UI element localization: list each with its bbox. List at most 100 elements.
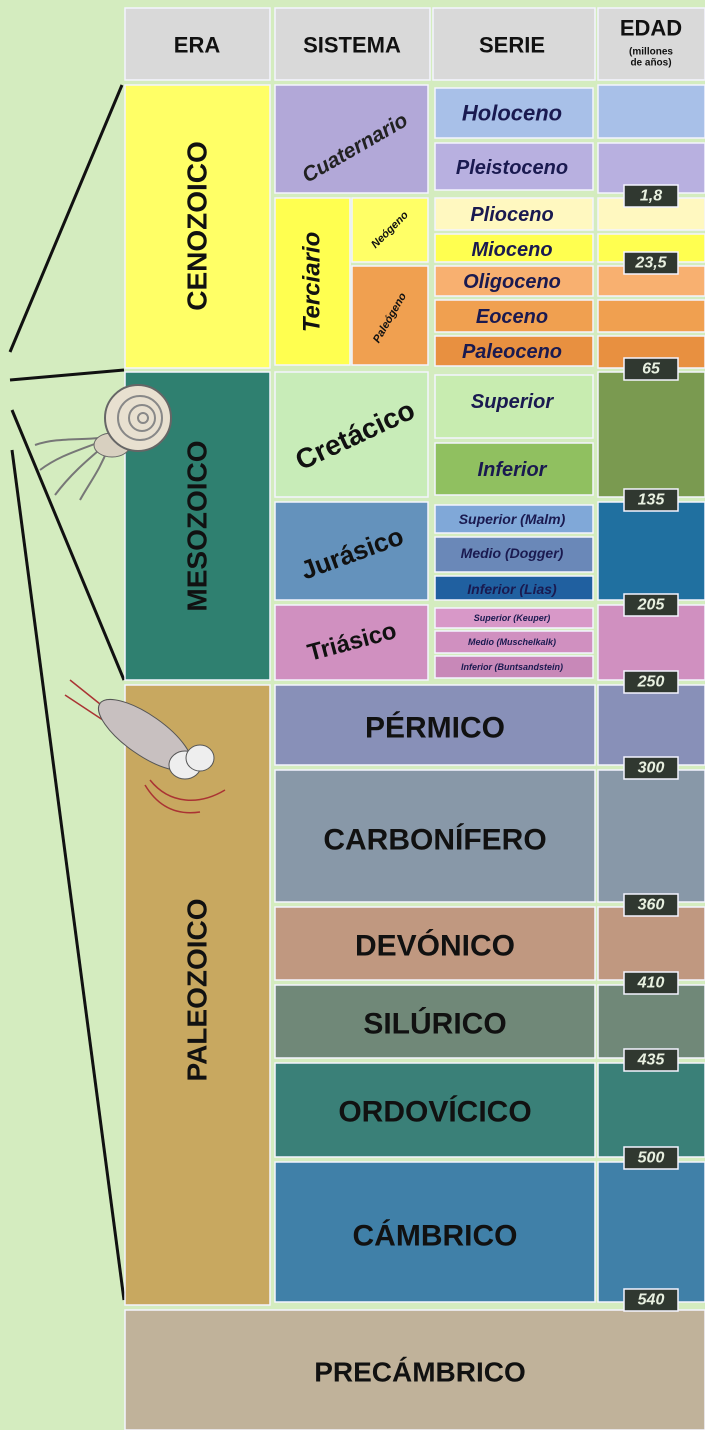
zoom-line xyxy=(8,84,124,353)
trilobite xyxy=(64,679,226,814)
series-cell xyxy=(434,536,594,573)
age-cell xyxy=(597,1062,705,1158)
era-cell xyxy=(124,1309,705,1430)
era-label: MESOZOICO xyxy=(182,440,213,611)
age-badge xyxy=(623,488,679,512)
series-label: Holoceno xyxy=(462,101,562,126)
age-label: 23,5 xyxy=(634,255,667,272)
series-label: Superior (Keuper) xyxy=(474,613,551,623)
series-cell xyxy=(434,197,594,231)
age-label: 360 xyxy=(638,897,665,914)
age-label: 435 xyxy=(637,1052,666,1069)
system-cell xyxy=(274,604,429,681)
header-edad: EDAD xyxy=(620,16,682,41)
age-badge xyxy=(623,670,679,694)
era-cell xyxy=(124,684,271,1306)
age-badge xyxy=(623,184,679,208)
age-cell xyxy=(597,501,705,601)
system-cell xyxy=(274,371,429,498)
age-cell xyxy=(597,604,705,681)
system-cell xyxy=(274,769,596,903)
age-cell xyxy=(597,684,705,766)
system-label: CARBONÍFERO xyxy=(323,823,546,857)
age-cell xyxy=(597,906,705,981)
age-badge xyxy=(623,893,679,917)
series-label: Medio (Dogger) xyxy=(461,545,564,561)
zoom-line xyxy=(9,368,125,382)
series-cell xyxy=(434,265,594,297)
age-label: 65 xyxy=(642,361,661,378)
age-cell xyxy=(597,984,705,1059)
system-label: ORDOVÍCICO xyxy=(338,1095,531,1129)
series-label: Pleistoceno xyxy=(456,157,568,179)
age-label: 540 xyxy=(638,1292,665,1309)
header-cell xyxy=(432,7,596,81)
age-badge xyxy=(623,1048,679,1072)
system-cell xyxy=(274,1161,596,1303)
header-cell xyxy=(124,7,271,81)
series-label: Inferior xyxy=(478,459,548,481)
age-cell xyxy=(597,769,705,903)
system-cell xyxy=(274,501,429,601)
system-cell xyxy=(274,684,596,766)
age-badge xyxy=(623,971,679,995)
system-cell xyxy=(274,84,429,194)
ammonite xyxy=(34,384,172,501)
header-note: de años) xyxy=(630,58,671,69)
age-label: 300 xyxy=(638,760,665,777)
age-label: 1,8 xyxy=(640,188,662,205)
series-cell xyxy=(434,335,594,367)
header-cell xyxy=(597,7,705,81)
series-label: Inferior (Lias) xyxy=(467,581,557,597)
age-badge xyxy=(623,1146,679,1170)
series-cell xyxy=(434,655,594,679)
header-sistema: SISTEMA xyxy=(303,33,401,58)
age-label: 205 xyxy=(637,597,666,614)
series-label: Plioceno xyxy=(470,204,553,226)
zoom-lines xyxy=(8,84,126,1301)
age-label: 500 xyxy=(638,1150,665,1167)
header-serie: SERIE xyxy=(479,33,545,58)
system-label: PÉRMICO xyxy=(365,711,505,745)
system-label: Terciario xyxy=(299,232,326,333)
zoom-line xyxy=(10,449,126,1301)
zoom-line xyxy=(10,409,126,681)
system-cell xyxy=(274,906,596,981)
header-cell xyxy=(274,7,431,81)
header-note: (millones xyxy=(629,47,673,58)
age-badge xyxy=(623,756,679,780)
age-badge xyxy=(623,251,679,275)
system-label: DEVÓNICO xyxy=(355,929,515,963)
series-cell xyxy=(434,504,594,534)
system-cell xyxy=(351,197,429,263)
series-cell xyxy=(434,299,594,333)
series-label: Inferior (Buntsandstein) xyxy=(461,662,563,672)
era-label: PALEOZOICO xyxy=(182,898,213,1081)
age-badge xyxy=(623,357,679,381)
series-label: Superior xyxy=(471,391,554,413)
series-label: Mioceno xyxy=(471,239,552,261)
series-label: Oligoceno xyxy=(463,271,561,293)
age-cell xyxy=(597,1161,705,1303)
series-cell xyxy=(434,442,594,496)
series-cell xyxy=(434,87,594,139)
header-era: ERA xyxy=(174,33,221,58)
series-label: Medio (Muschelkalk) xyxy=(468,637,556,647)
system-cell xyxy=(351,265,429,366)
era-cell xyxy=(124,84,271,369)
system-cell xyxy=(274,984,596,1059)
era-label: CENOZOICO xyxy=(182,141,213,311)
system-cell xyxy=(274,197,351,366)
series-label: Paleoceno xyxy=(462,341,562,363)
system-label: SILÚRICO xyxy=(363,1007,506,1041)
age-label: 135 xyxy=(638,492,666,509)
age-cell xyxy=(597,299,705,333)
era-label: PRECÁMBRICO xyxy=(314,1357,526,1388)
series-cell xyxy=(434,233,594,263)
age-cell xyxy=(597,371,705,498)
age-label: 410 xyxy=(637,975,665,992)
system-cell xyxy=(274,1062,596,1158)
